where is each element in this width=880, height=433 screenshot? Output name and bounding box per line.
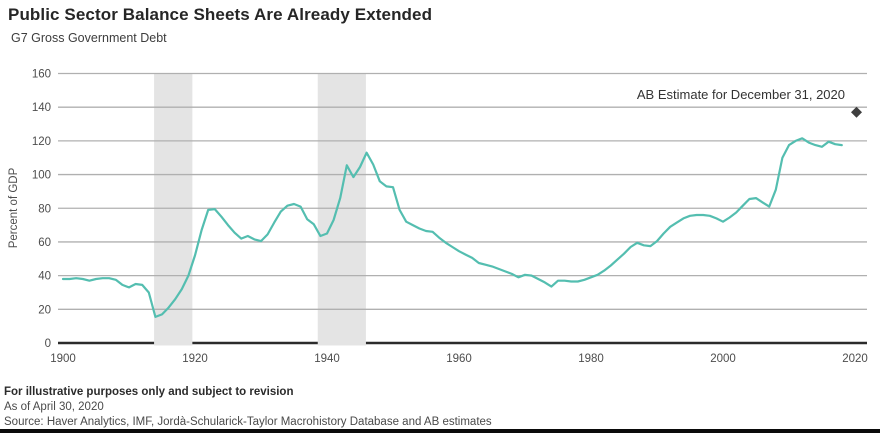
as-of-date: As of April 30, 2020 xyxy=(4,401,104,413)
x-axis-tick-labels: 1900 1920 1940 1960 1980 2000 2020 xyxy=(50,353,868,365)
y-tick-label: 120 xyxy=(32,136,51,148)
y-tick-label: 60 xyxy=(38,237,51,249)
y-tick-label: 40 xyxy=(38,271,51,283)
estimate-diamond-marker xyxy=(851,106,862,118)
x-tick-label: 1940 xyxy=(314,353,340,365)
disclaimer-text: For illustrative purposes only and subje… xyxy=(4,386,294,398)
source-text: Source: Haver Analytics, IMF, Jordà-Schu… xyxy=(4,416,492,428)
y-axis-title: Percent of GDP xyxy=(8,167,20,248)
y-tick-label: 20 xyxy=(38,304,51,316)
x-tick-label: 1960 xyxy=(446,353,472,365)
debt-line-series xyxy=(61,137,843,318)
y-axis-tick-labels: 0 20 40 60 80 100 120 140 160 xyxy=(32,69,51,351)
shaded-band xyxy=(317,73,366,346)
y-tick-label: 160 xyxy=(32,69,51,81)
y-tick-label: 140 xyxy=(32,102,51,114)
bottom-border-bar xyxy=(0,429,880,433)
estimate-annotation-label: AB Estimate for December 31, 2020 xyxy=(637,87,845,102)
y-tick-label: 80 xyxy=(38,203,51,215)
war-recession-bands xyxy=(154,73,366,346)
x-tick-label: 2020 xyxy=(842,353,868,365)
x-tick-label: 1920 xyxy=(182,353,208,365)
y-tick-label: 0 xyxy=(45,338,51,350)
shaded-band xyxy=(154,73,193,346)
chart-subtitle: G7 Gross Government Debt xyxy=(11,31,167,45)
gridlines xyxy=(58,72,867,310)
x-tick-label: 1900 xyxy=(50,353,76,365)
x-tick-label: 1980 xyxy=(578,353,604,365)
page-title: Public Sector Balance Sheets Are Already… xyxy=(8,5,433,24)
x-tick-label: 2000 xyxy=(710,353,736,365)
y-tick-label: 100 xyxy=(32,170,51,182)
